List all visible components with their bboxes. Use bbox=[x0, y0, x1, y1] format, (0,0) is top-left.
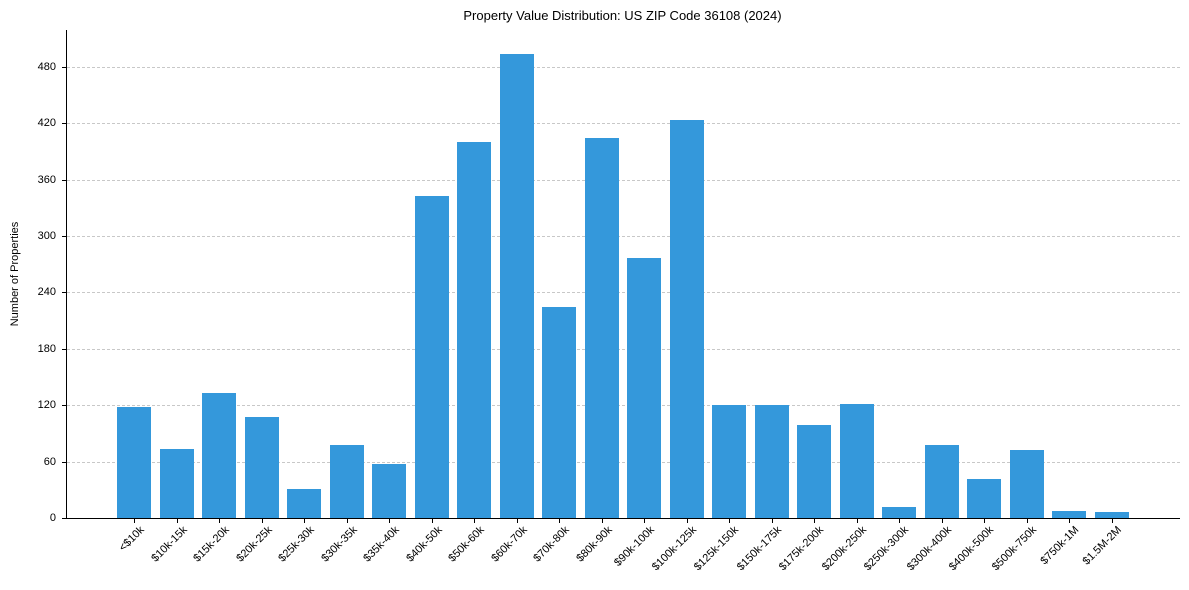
x-tick-label: $30k-35k bbox=[319, 524, 360, 565]
bar bbox=[542, 307, 577, 518]
gridline bbox=[67, 405, 1180, 407]
bar bbox=[457, 142, 492, 518]
x-tick-label: $100k-125k bbox=[649, 524, 699, 574]
x-tick-mark bbox=[516, 519, 518, 523]
y-tick-label: 480 bbox=[37, 60, 56, 73]
gridline bbox=[67, 66, 1180, 68]
y-tick-mark bbox=[62, 348, 66, 350]
x-tick-mark bbox=[219, 519, 221, 523]
x-tick-mark bbox=[389, 519, 391, 523]
y-tick-label: 180 bbox=[37, 342, 56, 355]
y-axis-label: Number of Properties bbox=[9, 221, 21, 327]
y-tick-mark bbox=[62, 405, 66, 407]
bar bbox=[967, 479, 1002, 518]
x-tick-mark bbox=[686, 519, 688, 523]
bar bbox=[117, 407, 152, 518]
x-tick-mark bbox=[899, 519, 901, 523]
x-tick-label: $25k-30k bbox=[276, 524, 318, 565]
bar bbox=[202, 392, 237, 518]
y-tick-label: 60 bbox=[43, 455, 56, 468]
bar bbox=[414, 195, 449, 518]
x-tick-mark bbox=[474, 519, 476, 523]
y-tick-mark bbox=[62, 66, 66, 68]
bar bbox=[584, 138, 619, 518]
gridline bbox=[67, 123, 1180, 125]
x-tick-label: $750k-1M bbox=[1038, 524, 1082, 568]
y-tick-mark bbox=[62, 236, 66, 237]
x-tick-mark bbox=[601, 519, 603, 523]
gridline bbox=[67, 179, 1180, 181]
x-tick-mark bbox=[984, 519, 986, 523]
y-tick-mark bbox=[62, 292, 66, 294]
x-tick-mark bbox=[941, 519, 943, 523]
x-tick-mark bbox=[346, 519, 348, 523]
x-tick-label: $90k-100k bbox=[612, 524, 658, 569]
x-tick-label: $1.5M-2M bbox=[1080, 524, 1124, 568]
y-tick-label: 360 bbox=[37, 173, 56, 186]
x-tick-label: $35k-40k bbox=[361, 524, 403, 565]
chart-title: Property Value Distribution: US ZIP Code… bbox=[463, 8, 782, 23]
bar bbox=[839, 404, 874, 518]
x-tick-mark bbox=[1026, 519, 1028, 523]
gridline bbox=[67, 461, 1180, 463]
x-tick-label: $500k-750k bbox=[989, 524, 1039, 574]
x-tick-label: $80k-90k bbox=[574, 524, 615, 565]
y-tick-mark bbox=[62, 461, 66, 463]
bar bbox=[159, 449, 194, 518]
y-tick-mark bbox=[62, 518, 66, 519]
y-axis-line bbox=[66, 30, 68, 519]
y-tick-mark bbox=[62, 179, 66, 181]
bar bbox=[712, 405, 747, 518]
x-tick-label: $200k-250k bbox=[819, 524, 869, 574]
x-tick-label: $15k-20k bbox=[191, 524, 233, 565]
x-tick-label: $70k-80k bbox=[531, 524, 573, 565]
x-tick-label: $60k-70k bbox=[489, 524, 530, 565]
gridline bbox=[67, 348, 1180, 350]
x-tick-mark bbox=[729, 519, 731, 523]
bar bbox=[1052, 511, 1087, 518]
bar bbox=[1094, 512, 1129, 518]
x-tick-label: $40k-50k bbox=[404, 524, 445, 565]
y-tick-label: 240 bbox=[37, 286, 56, 299]
bar bbox=[627, 257, 662, 518]
x-tick-mark bbox=[771, 519, 773, 523]
y-tick-mark bbox=[62, 123, 66, 125]
x-tick-mark bbox=[1069, 519, 1071, 523]
x-tick-mark bbox=[814, 519, 816, 523]
x-tick-mark bbox=[431, 519, 433, 523]
x-tick-mark bbox=[261, 519, 263, 523]
bar bbox=[797, 424, 832, 518]
y-tick-label: 300 bbox=[37, 230, 56, 242]
x-tick-label: $10k-15k bbox=[149, 524, 190, 565]
bar bbox=[669, 120, 704, 518]
gridline bbox=[67, 292, 1180, 294]
bar bbox=[287, 488, 322, 518]
x-tick-label: $50k-60k bbox=[446, 524, 488, 565]
bar bbox=[499, 53, 534, 518]
bar bbox=[882, 506, 917, 518]
x-tick-mark bbox=[559, 519, 561, 523]
bar bbox=[329, 444, 364, 518]
bar bbox=[244, 417, 279, 518]
x-tick-mark bbox=[176, 519, 178, 523]
y-tick-label: 0 bbox=[49, 512, 56, 524]
x-tick-label: $150k-175k bbox=[734, 524, 784, 574]
gridline bbox=[67, 236, 1180, 237]
x-tick-label: $300k-400k bbox=[904, 524, 954, 574]
bar bbox=[1009, 450, 1044, 518]
x-tick-mark bbox=[304, 519, 306, 523]
y-tick-label: 420 bbox=[37, 117, 56, 130]
x-tick-mark bbox=[856, 519, 858, 523]
bar bbox=[372, 464, 407, 518]
x-tick-label: <$10k bbox=[117, 524, 148, 554]
x-tick-mark bbox=[1111, 519, 1113, 523]
x-tick-mark bbox=[644, 519, 646, 523]
x-tick-label: $20k-25k bbox=[234, 524, 275, 565]
x-axis-line bbox=[66, 517, 1180, 519]
x-tick-mark bbox=[134, 519, 136, 523]
bar bbox=[924, 444, 959, 518]
y-tick-label: 120 bbox=[37, 399, 56, 412]
bar bbox=[754, 405, 789, 518]
